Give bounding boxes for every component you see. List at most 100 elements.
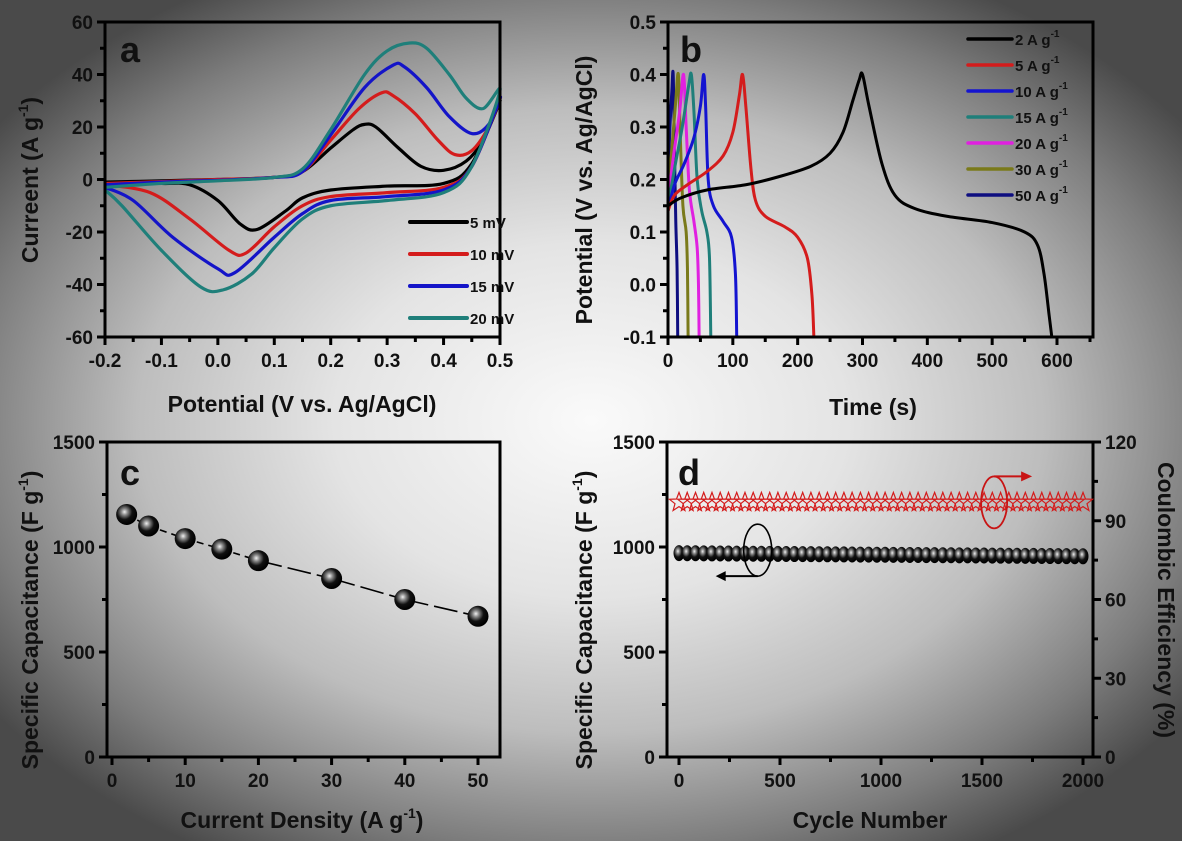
y-tick-label: -60 [66, 328, 93, 349]
panel-c-xlabel-main: Current Density (A g [181, 807, 404, 833]
y-tick-label: 0 [82, 171, 93, 192]
x-tick-label: 200 [782, 351, 814, 372]
capacitance-point [780, 545, 792, 562]
capacitance-point [731, 545, 743, 562]
gcd-curve [666, 72, 739, 338]
legend-label-sup: -1 [1051, 29, 1060, 40]
y2-tick-label: 30 [1105, 669, 1126, 690]
x-tick-label: 0 [663, 351, 674, 372]
capacitance-point [821, 546, 833, 563]
panel-d-ylabel-main: Specific Capacitance (F g [571, 491, 597, 770]
gcd-curve [666, 72, 816, 338]
capacitance-point [1011, 547, 1023, 564]
x-tick-label: 0.0 [205, 351, 231, 372]
panel-c-ylabel-sup: -1 [15, 478, 31, 491]
legend-label: 5 A g-1 [1015, 55, 1060, 75]
y-tick-label: 0 [84, 748, 95, 769]
capacitance-point [747, 545, 759, 562]
capacitance-point [805, 546, 817, 563]
legend-label-sup: -1 [1059, 81, 1068, 92]
capacitance-point [1052, 548, 1064, 565]
capacitance-point [995, 547, 1007, 564]
capacitance-point [689, 545, 701, 562]
capacitance-point [788, 546, 800, 563]
gcd-curves-group [666, 69, 1054, 338]
legend-label: 30 A g-1 [1015, 159, 1068, 179]
capacitance-point [978, 547, 990, 564]
capacitance-point [772, 545, 784, 562]
capacitance-point [830, 546, 842, 563]
panel-d-ylabel: Specific Capacitance (F g-1) [569, 471, 597, 770]
capacitance-point [1044, 548, 1056, 565]
capacitance-point [797, 546, 809, 563]
y-tick-label: 0.1 [630, 223, 657, 244]
panel-c-xlabel-end: ) [416, 807, 424, 833]
x-tick-label: 40 [394, 771, 415, 792]
efficiency-star [1063, 490, 1086, 512]
y-tick-label: 0 [644, 748, 655, 769]
panel-c-frame [105, 440, 502, 759]
capacitance-point [937, 547, 949, 564]
y2-tick-label: 90 [1105, 512, 1126, 533]
x-tick-label: 0 [107, 771, 118, 792]
x-tick-label: 1500 [961, 771, 1003, 792]
legend-label: 20 mV [470, 311, 514, 328]
legend-label: 20 A g-1 [1015, 133, 1068, 153]
x-tick-label: 30 [321, 771, 342, 792]
x-tick-label: 0.5 [487, 351, 514, 372]
capacitance-point [394, 589, 416, 610]
x-tick-label: 0.3 [374, 351, 400, 372]
capacitance-line-segment [331, 577, 406, 601]
capacitance-point [879, 546, 891, 563]
capacitance-point [896, 546, 908, 563]
gcd-curve [666, 72, 701, 338]
y-tick-label: 0.4 [630, 66, 657, 87]
panel-d-ylabel-end: ) [571, 471, 597, 479]
capacitance-point [739, 545, 751, 562]
legend-label: 10 A g-1 [1015, 81, 1068, 101]
x-tick-label: -0.1 [145, 351, 178, 372]
cv-curves-group [103, 41, 503, 294]
x-tick-label: 100 [717, 351, 749, 372]
x-tick-label: 10 [175, 771, 196, 792]
capacitance-point [887, 546, 899, 563]
capacitance-point [929, 547, 941, 564]
x-tick-label: 1000 [860, 771, 902, 792]
y-tick-label: 0.5 [630, 13, 657, 34]
y-tick-label: 500 [63, 643, 95, 664]
panel-a-ticks: -0.2 -0.1 0.0 0.1 0.2 0.3 0.4 0.5 -60 -40 -20 0 20 40… [66, 13, 514, 372]
x-tick-label: 0.4 [430, 351, 457, 372]
y2-tick-label: 60 [1105, 591, 1126, 612]
left-arrow-head-icon [715, 571, 726, 582]
capacitance-point [1069, 548, 1081, 565]
panel-c-letter: c [120, 452, 140, 493]
y-tick-label: 40 [72, 66, 93, 87]
y-tick-label: -20 [66, 223, 93, 244]
capacitance-point [962, 547, 974, 564]
x-tick-label: 500 [764, 771, 796, 792]
legend-label-sup: -1 [1051, 55, 1060, 66]
y-tick-label: 1000 [53, 538, 95, 559]
capacitance-point [681, 545, 693, 562]
x-tick-label: 0.1 [261, 351, 288, 372]
capacitance-point [912, 547, 924, 564]
capacitance-point [722, 545, 734, 562]
panel-b-ticks: 0 100 200 300 400 500 600 -0.1 0.0 0.1 0.2 0.3 0.4 0.… [623, 13, 1092, 372]
panel-a-letter: a [120, 29, 141, 70]
y2-tick-label: 0 [1105, 748, 1116, 769]
capacitance-point [174, 528, 196, 550]
cv-curve-5mV [104, 99, 502, 232]
panel-b-xlabel: Time (s) [829, 394, 917, 420]
legend-label-sup: -1 [1059, 185, 1068, 196]
panel-d-letter: d [678, 452, 700, 493]
capacitance-markers-group [116, 503, 489, 627]
capacitance-point [116, 503, 138, 525]
y-tick-label: -40 [66, 276, 93, 297]
capacitance-point [321, 568, 343, 589]
capacitance-point [1061, 548, 1073, 565]
y-tick-label: -0.1 [623, 328, 656, 349]
panel-a-cv-curves: -0.2 -0.1 0.0 0.1 0.2 0.3 0.4 0.5 -60 -40 -20 0 20 40… [15, 13, 514, 417]
